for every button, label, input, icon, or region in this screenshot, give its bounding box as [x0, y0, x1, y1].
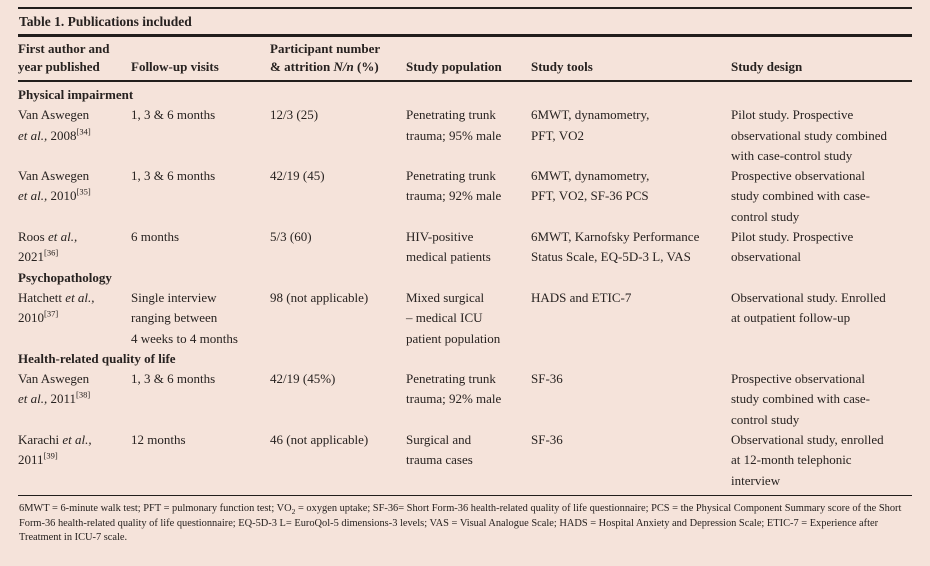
tools-cell: 6MWT, Karnofsky Performance Status Scale… — [531, 229, 700, 265]
header-first-author: First author and year published — [18, 41, 110, 74]
table-row: Karachi et al., 2011[39] 12 months 46 (n… — [18, 430, 912, 491]
tools-cell: HADS and ETIC-7 — [531, 289, 632, 305]
section-psychopathology: Psychopathology — [18, 269, 112, 285]
footnote-rule — [18, 494, 912, 496]
design-cell: Pilot study. Prospective observational s… — [731, 107, 887, 163]
population-cell: Penetrating trunk trauma; 95% male — [406, 107, 502, 143]
participants-cell: 46 (not applicable) — [270, 432, 369, 448]
participants-cell: 5/3 (60) — [270, 229, 312, 245]
subscript-2: 2 — [291, 507, 296, 517]
tools-cell: 6MWT, dynamometry, PFT, VO2 — [531, 107, 650, 143]
header-tools: Study tools — [531, 59, 593, 74]
header-participants: Participant number & attrition N/n (%) — [270, 41, 381, 74]
table-row: Van Aswegen et al., 2008[34] 1, 3 & 6 mo… — [18, 105, 912, 166]
section-hrqol: Health-related quality of life — [18, 350, 176, 366]
design-cell: Prospective observational study combined… — [731, 168, 870, 224]
design-cell: Pilot study. Prospective observational — [731, 229, 854, 265]
table-footnote: 6MWT = 6-minute walk test; PFT = pulmona… — [19, 502, 902, 544]
followup-cell: 6 months — [131, 229, 180, 245]
title-rule — [18, 34, 912, 37]
citation-ref: [34] — [76, 126, 91, 137]
top-rule — [18, 7, 912, 9]
population-cell: Penetrating trunk trauma; 92% male — [406, 371, 502, 407]
author-cell: Van Aswegen et al., 2008[34] — [18, 107, 91, 143]
tools-cell: 6MWT, dynamometry, PFT, VO2, SF-36 PCS — [531, 168, 650, 204]
table-row: Hatchett et al., 2010[37] Single intervi… — [18, 288, 912, 349]
table-row: Van Aswegen et al., 2011[38] 1, 3 & 6 mo… — [18, 369, 912, 430]
header-design: Study design — [731, 59, 803, 74]
table-header: First author and year published Follow-u… — [18, 37, 912, 81]
citation-ref: [38] — [76, 390, 91, 401]
population-cell: HIV-positive medical patients — [406, 229, 491, 265]
table-row: Van Aswegen et al., 2010[35] 1, 3 & 6 mo… — [18, 166, 912, 227]
section-physical-impairment: Physical impairment — [18, 87, 134, 102]
population-cell: Surgical and trauma cases — [406, 432, 473, 468]
header-followup: Follow-up visits — [131, 59, 219, 74]
citation-ref: [36] — [44, 248, 59, 259]
followup-cell: 1, 3 & 6 months — [131, 107, 216, 123]
participants-cell: 42/19 (45%) — [270, 371, 336, 387]
author-cell: Van Aswegen et al., 2011[38] — [18, 371, 91, 407]
tools-cell: SF-36 — [531, 371, 563, 387]
tools-cell: SF-36 — [531, 432, 563, 448]
publications-table: First author and year published Follow-u… — [18, 37, 912, 495]
table-row: Roos et al., 2021[36] 6 months 5/3 (60) … — [18, 227, 912, 268]
citation-ref: [37] — [44, 308, 59, 319]
followup-cell: 1, 3 & 6 months — [131, 371, 216, 387]
citation-ref: [39] — [43, 451, 58, 462]
participants-cell: 98 (not applicable) — [270, 289, 369, 305]
author-cell: Hatchett et al., 2010[37] — [18, 289, 95, 326]
participants-cell: 12/3 (25) — [270, 107, 319, 123]
followup-cell: 1, 3 & 6 months — [131, 168, 216, 184]
table-title: Table 1. Publications included — [19, 14, 192, 29]
design-cell: Observational study, enrolled at 12-mont… — [731, 432, 884, 488]
author-cell: Van Aswegen et al., 2010[35] — [18, 168, 91, 204]
population-cell: Mixed surgical – medical ICU patient pop… — [406, 289, 501, 346]
table-page: Table 1. Publications included First aut… — [0, 7, 930, 546]
header-population: Study population — [406, 59, 502, 74]
participants-cell: 42/19 (45) — [270, 168, 325, 184]
followup-cell: 12 months — [131, 432, 186, 448]
design-cell: Prospective observational study combined… — [731, 371, 870, 427]
citation-ref: [35] — [76, 187, 91, 198]
population-cell: Penetrating trunk trauma; 92% male — [406, 168, 502, 204]
followup-cell: Single interview ranging between 4 weeks… — [131, 289, 238, 346]
author-cell: Karachi et al., 2011[39] — [18, 432, 92, 468]
author-cell: Roos et al., 2021[36] — [18, 229, 78, 265]
design-cell: Observational study. Enrolled at outpati… — [731, 289, 886, 326]
